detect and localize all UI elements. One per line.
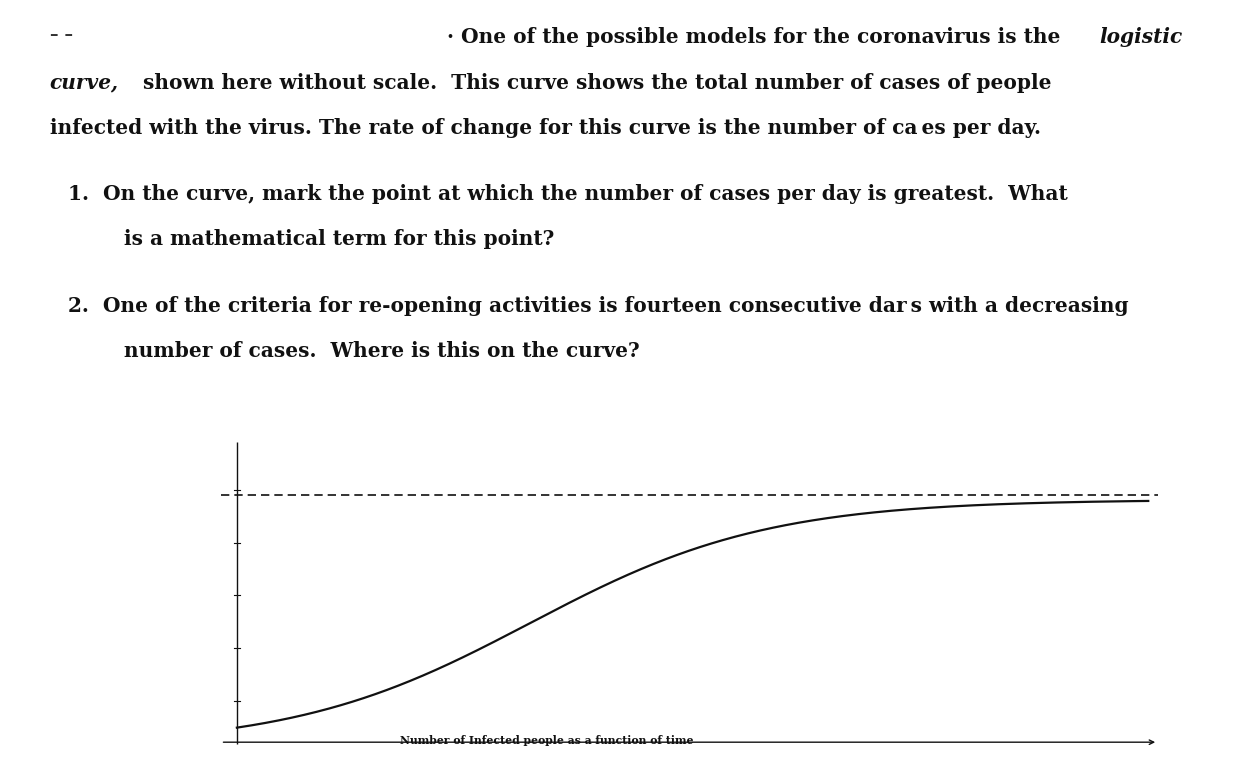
Text: number of cases.  Where is this on the curve?: number of cases. Where is this on the cu… (124, 341, 640, 361)
Text: · One of the possible models for the coronavirus is the: · One of the possible models for the cor… (447, 27, 1067, 48)
Text: logistic: logistic (1099, 27, 1182, 48)
Text: Number of Infected people as a function of time: Number of Infected people as a function … (400, 735, 693, 746)
Text: 2.  One of the criteria for re-opening activities is fourteen consecutive dar s : 2. One of the criteria for re-opening ac… (68, 296, 1129, 316)
Text: 1.  On the curve, mark the point at which the number of cases per day is greates: 1. On the curve, mark the point at which… (68, 184, 1068, 204)
Text: – –: – – (50, 27, 73, 44)
Text: curve,: curve, (50, 73, 119, 93)
Text: shown here without scale.  This curve shows the total number of cases of people: shown here without scale. This curve sho… (143, 73, 1051, 93)
Text: infected with the virus. The rate of change for this curve is the number of ca e: infected with the virus. The rate of cha… (50, 118, 1041, 138)
Text: is a mathematical term for this point?: is a mathematical term for this point? (124, 229, 554, 250)
